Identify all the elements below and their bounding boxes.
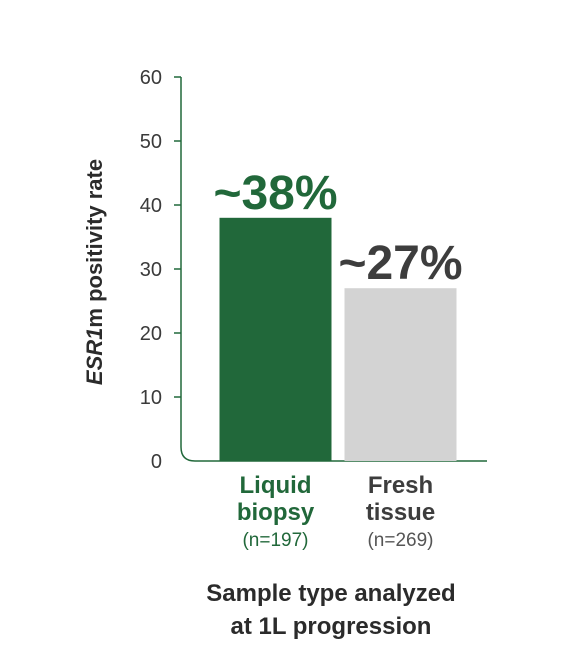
y-axis-label-italic: ESR1	[82, 328, 107, 385]
category-label: biopsy	[237, 499, 315, 526]
bars	[219, 217, 457, 461]
y-tick-label: 50	[140, 131, 162, 153]
bar-value-label: ~27%	[338, 237, 462, 290]
y-tick-label: 60	[140, 67, 162, 89]
x-axis-label-line-1: Sample type analyzed	[206, 580, 455, 607]
x-axis-label-line-2: at 1L progression	[231, 613, 432, 640]
category-label: Fresh	[368, 472, 433, 499]
y-axis-label: ESR1m positivity rate	[82, 159, 107, 385]
y-axis: 0 10 20 30 40 50 60	[140, 67, 487, 473]
y-tick-label: 0	[151, 451, 162, 473]
y-tick-label: 10	[140, 387, 162, 409]
category-sample-size: (n=197)	[242, 530, 308, 551]
axis-line	[180, 77, 487, 462]
y-tick-label: 20	[140, 323, 162, 345]
category-sample-size: (n=269)	[367, 530, 433, 551]
y-tick-label: 40	[140, 195, 162, 217]
y-tick-label: 30	[140, 259, 162, 281]
data-labels: ~38%~27%	[213, 167, 462, 290]
bar	[344, 288, 457, 461]
y-axis-label-rest: m positivity rate	[82, 159, 107, 328]
category-label: tissue	[366, 499, 435, 526]
bar-value-label: ~38%	[213, 167, 337, 220]
bar	[219, 217, 332, 461]
category-label: Liquid	[240, 472, 312, 499]
